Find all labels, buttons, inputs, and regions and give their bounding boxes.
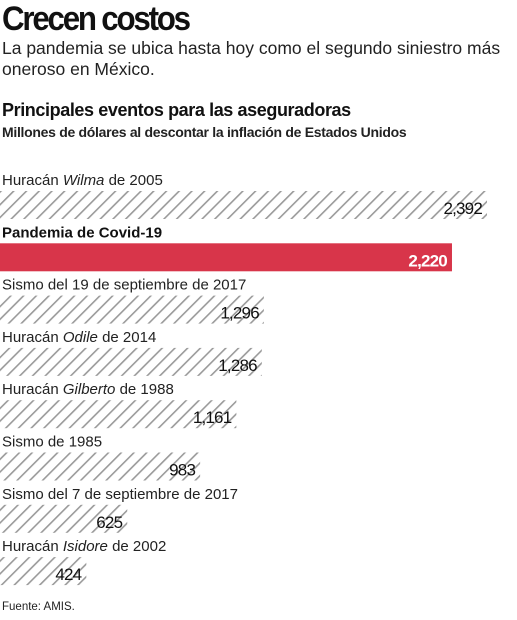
bar bbox=[0, 347, 262, 376]
bar bbox=[0, 191, 487, 219]
value-label: 983 bbox=[169, 461, 195, 480]
value-label: 424 bbox=[55, 565, 81, 584]
value-label: 625 bbox=[96, 513, 122, 532]
bar-highlight bbox=[0, 243, 452, 272]
value-label: 1,161 bbox=[193, 408, 232, 427]
category-label: Huracán Isidore de 2002 bbox=[2, 538, 166, 555]
chart-title: Principales eventos para las aseguradora… bbox=[2, 100, 351, 120]
category-label: Huracán Wilma de 2005 bbox=[2, 172, 163, 189]
category-label: Sismo del 19 de septiembre de 2017 bbox=[2, 277, 246, 294]
source-note: Fuente: AMIS. bbox=[2, 601, 75, 613]
headline: Crecen costos bbox=[2, 0, 191, 38]
bar bbox=[0, 400, 237, 429]
category-label: Huracán Gilberto de 1988 bbox=[2, 381, 174, 398]
value-label: 2,220 bbox=[408, 251, 447, 270]
dek: La pandemia se ubica hasta hoy como el s… bbox=[2, 38, 501, 79]
bar bbox=[0, 295, 264, 324]
bars-group: Huracán Wilma de 2005 2,392 Pandemia de Co… bbox=[0, 172, 487, 586]
category-label: Sismo de 1985 bbox=[2, 434, 102, 451]
bar bbox=[0, 557, 87, 586]
bar bbox=[0, 452, 201, 481]
value-label: 2,392 bbox=[443, 199, 482, 218]
value-label: 1,286 bbox=[218, 356, 257, 375]
value-label: 1,296 bbox=[220, 304, 259, 323]
chart-subtitle: Millones de dólares al descontar la infl… bbox=[2, 124, 407, 140]
category-label: Sismo del 7 de septiembre de 2017 bbox=[2, 486, 238, 503]
category-label: Pandemia de Covid-19 bbox=[2, 224, 162, 241]
bar bbox=[0, 504, 128, 533]
category-label: Huracán Odile de 2014 bbox=[2, 329, 156, 346]
